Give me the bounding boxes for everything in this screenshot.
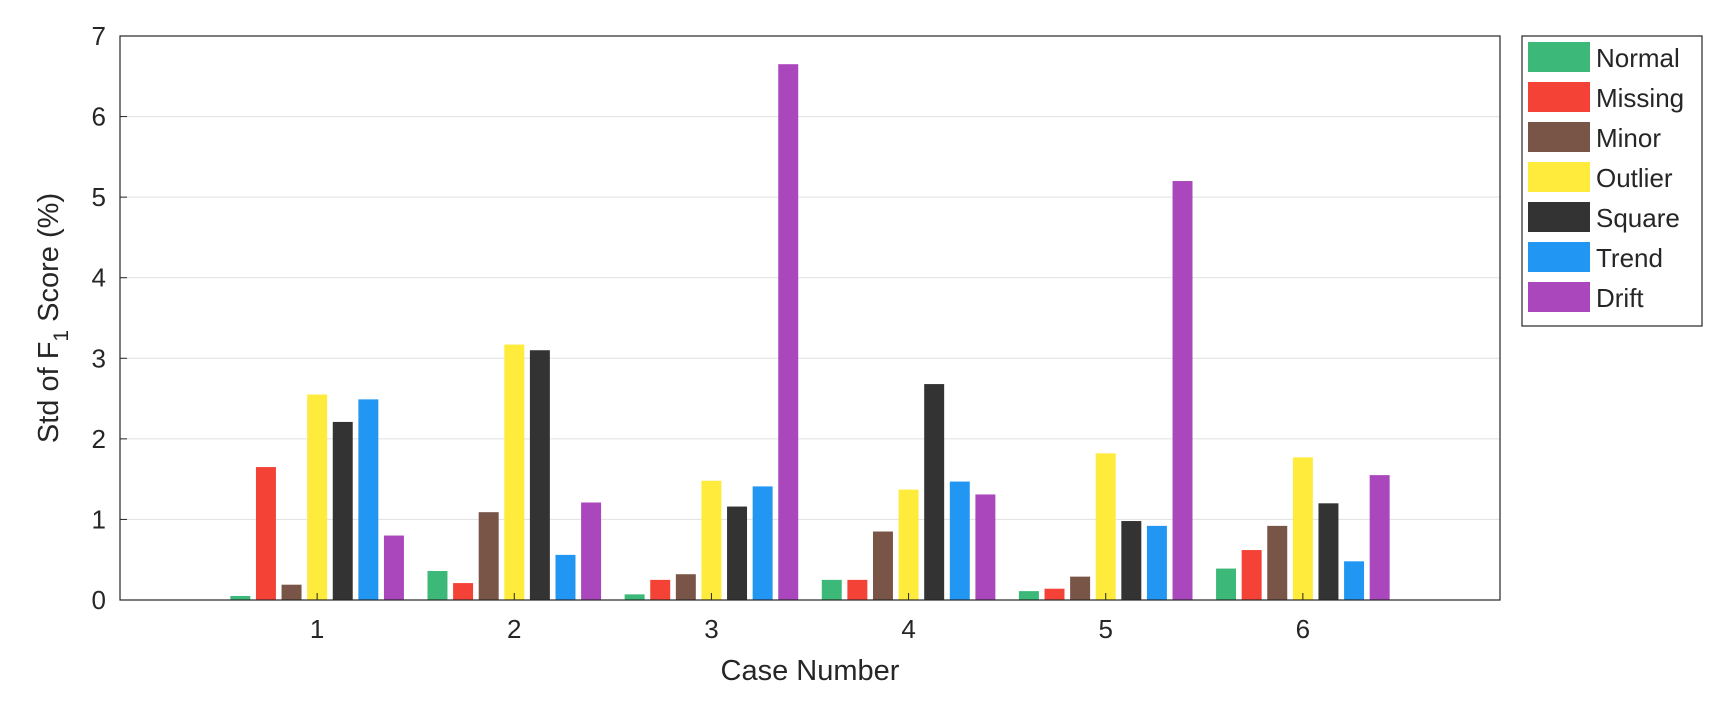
legend-swatch-outlier [1528, 162, 1590, 192]
bar-drift-case-4 [975, 494, 996, 600]
bar-normal-case-4 [821, 579, 842, 600]
bar-minor-case-3 [675, 574, 696, 600]
y-tick-label: 7 [92, 21, 106, 51]
y-axis-ticks: 0 1 2 3 4 5 6 7 [92, 21, 127, 615]
x-tick-label: 2 [507, 614, 521, 644]
bar-minor-case-5 [1070, 576, 1091, 600]
bar-drift-case-3 [778, 64, 799, 600]
y-tick-label: 3 [92, 343, 106, 373]
bar-minor-case-2 [478, 512, 499, 600]
bar-missing-case-4 [847, 579, 868, 600]
bar-outlier-case-6 [1292, 457, 1313, 600]
bar-missing-case-6 [1241, 550, 1262, 600]
x-tick-label: 3 [704, 614, 718, 644]
bar-normal-case-1 [230, 595, 251, 600]
bar-outlier-case-1 [307, 394, 328, 600]
y-tick-label: 5 [92, 182, 106, 212]
legend-swatch-trend [1528, 242, 1590, 272]
bar-outlier-case-5 [1095, 453, 1116, 600]
y-tick-label: 2 [92, 424, 106, 454]
x-axis-ticks: 1 2 3 4 5 6 [310, 593, 1310, 644]
bar-minor-case-6 [1267, 525, 1288, 600]
bar-trend-case-6 [1344, 561, 1365, 600]
bar-outlier-case-3 [701, 480, 722, 600]
x-tick-label: 4 [901, 614, 915, 644]
bar-normal-case-3 [624, 594, 645, 600]
bar-normal-case-6 [1216, 568, 1237, 600]
bar-normal-case-2 [427, 570, 448, 600]
plot-area-frame [119, 35, 1501, 601]
x-tick-label: 6 [1296, 614, 1310, 644]
bar-drift-case-5 [1172, 181, 1193, 600]
y-axis-title: Std of F1 Score (%) [33, 193, 73, 443]
y-axis-title-subscript: 1 [50, 330, 73, 342]
legend-swatch-normal [1528, 42, 1590, 72]
bar-trend-case-4 [949, 481, 970, 600]
bar-drift-case-2 [581, 502, 602, 600]
legend-swatch-drift [1528, 282, 1590, 312]
legend-label-square: Square [1596, 203, 1680, 233]
legend-swatch-square [1528, 202, 1590, 232]
bar-square-case-3 [727, 506, 748, 600]
bar-trend-case-3 [752, 486, 773, 600]
bar-trend-case-1 [358, 399, 379, 600]
bars [230, 64, 1390, 600]
y-axis-title-prefix: Std of F [33, 342, 65, 444]
legend-swatch-minor [1528, 122, 1590, 152]
bar-square-case-1 [332, 421, 353, 600]
bar-outlier-case-4 [898, 489, 919, 600]
x-axis-title: Case Number [721, 655, 900, 687]
legend: Normal Missing Minor Outlier Square Trend Drif… [1521, 35, 1703, 327]
legend-label-minor: Minor [1596, 123, 1661, 153]
y-axis-title-suffix: Score (%) [33, 193, 65, 330]
legend-label-trend: Trend [1596, 243, 1663, 273]
bar-missing-case-5 [1044, 588, 1065, 600]
bar-normal-case-5 [1018, 591, 1039, 600]
y-tick-label: 6 [92, 102, 106, 132]
legend-label-normal: Normal [1596, 43, 1680, 73]
y-tick-label: 1 [92, 504, 106, 534]
y-tick-label: 4 [92, 263, 106, 293]
legend-label-drift: Drift [1596, 283, 1644, 313]
x-tick-label: 5 [1098, 614, 1112, 644]
bar-minor-case-4 [872, 531, 893, 600]
bar-missing-case-2 [453, 583, 474, 600]
bar-missing-case-3 [650, 579, 671, 600]
legend-label-outlier: Outlier [1596, 163, 1673, 193]
bar-square-case-4 [924, 384, 945, 600]
bar-drift-case-6 [1369, 475, 1390, 600]
bar-missing-case-1 [255, 467, 276, 600]
legend-label-missing: Missing [1596, 83, 1684, 113]
bar-trend-case-2 [555, 554, 576, 600]
bar-minor-case-1 [281, 584, 302, 600]
y-tick-label: 0 [92, 585, 106, 615]
bar-square-case-5 [1121, 521, 1142, 600]
x-tick-label: 1 [310, 614, 324, 644]
bar-trend-case-5 [1146, 525, 1167, 600]
bar-square-case-2 [529, 350, 550, 600]
legend-swatch-missing [1528, 82, 1590, 112]
bar-outlier-case-2 [504, 344, 525, 600]
bar-drift-case-1 [383, 535, 404, 600]
bar-square-case-6 [1318, 503, 1339, 600]
